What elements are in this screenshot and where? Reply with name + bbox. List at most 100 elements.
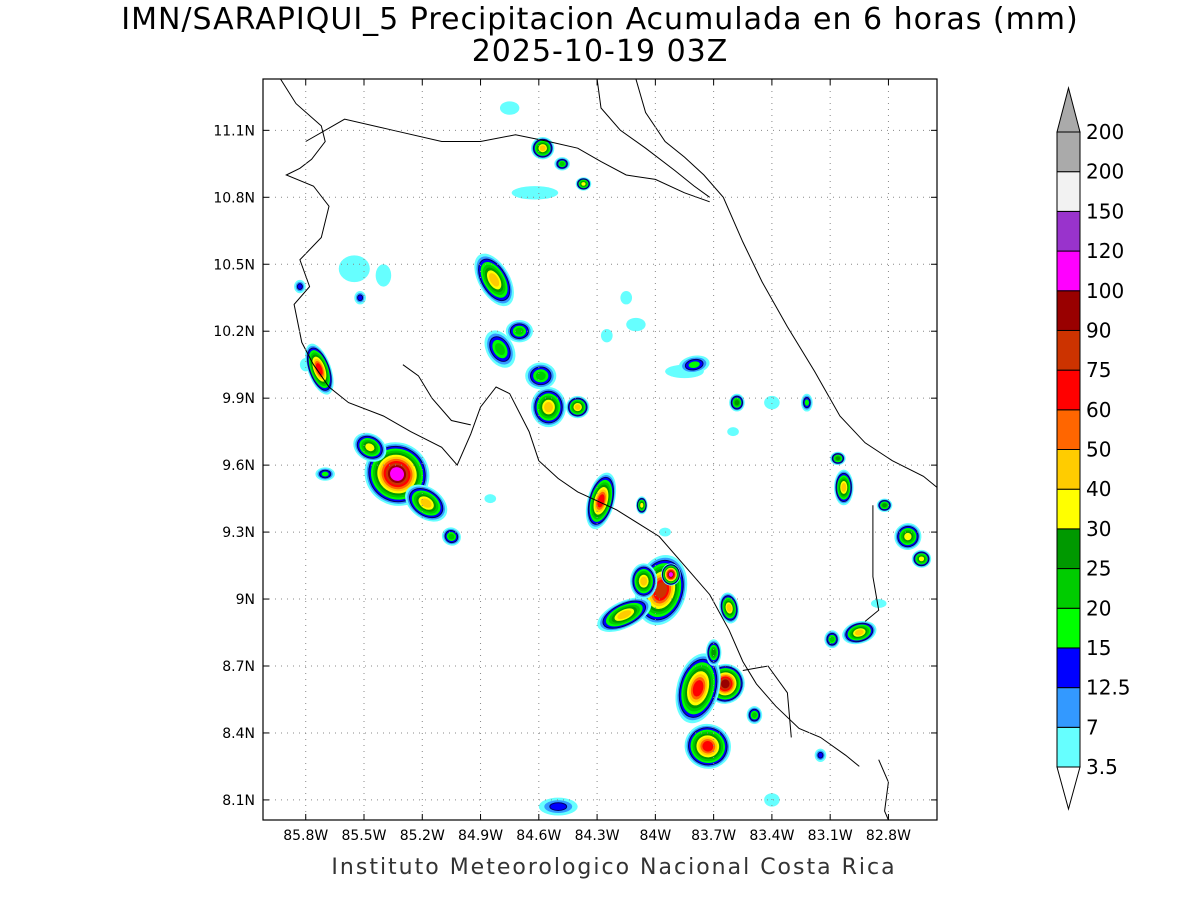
tick-label-lon: 84.9W — [458, 828, 503, 844]
precip-contour — [817, 751, 824, 759]
precip-contour — [854, 629, 864, 636]
colorbar-under-arrow — [1056, 766, 1081, 811]
precip-cell — [597, 597, 652, 632]
precip-cell — [684, 723, 731, 769]
precip-cell — [894, 523, 922, 550]
precip-cell — [531, 137, 555, 160]
precip-contour — [655, 582, 668, 599]
colorbar-label: 12.5 — [1086, 676, 1131, 700]
colorbar-segment — [1056, 568, 1081, 609]
precip-cell — [661, 563, 681, 586]
tick-label-lat: 8.4N — [222, 726, 255, 742]
colorbar-segment — [1056, 369, 1081, 411]
tick-label-lat: 10.8N — [213, 190, 255, 206]
precip-contour — [751, 712, 757, 718]
map-frame — [262, 78, 938, 821]
tick-label-lat: 9N — [236, 592, 255, 608]
precip-patch — [511, 186, 559, 200]
map-grid — [263, 79, 937, 820]
precip-contour — [734, 400, 740, 406]
precip-contour — [617, 610, 632, 620]
precip-contour — [559, 161, 565, 166]
tick-label-lon: 84.6W — [516, 828, 561, 844]
colorbar-segment — [1056, 528, 1081, 570]
precip-cell — [824, 630, 840, 649]
precip-cell — [505, 320, 533, 343]
tick-label-lon: 84W — [640, 828, 672, 844]
precip-cell — [575, 177, 592, 191]
colorbar-label: 200 — [1086, 120, 1124, 144]
precip-patch — [764, 395, 780, 410]
precip-contour — [829, 636, 835, 643]
precip-patch — [620, 291, 633, 305]
precip-cell — [474, 253, 514, 307]
precip-contour — [841, 482, 847, 493]
precip-contour — [495, 343, 505, 356]
colorbar-label: 7 — [1086, 715, 1099, 739]
precip-contour — [539, 145, 546, 152]
precip-cell — [405, 484, 448, 522]
precip-contour — [640, 576, 648, 586]
precip-contour — [692, 680, 704, 697]
colorbar-segment — [1056, 131, 1081, 173]
precip-contour — [720, 679, 730, 689]
coastline — [635, 79, 937, 488]
precip-cell — [801, 393, 813, 412]
precip-cell — [675, 653, 721, 724]
precip-contour — [804, 399, 809, 406]
tick-label-lat: 9.9N — [222, 391, 255, 407]
tick-label-lat: 11.1N — [213, 123, 255, 139]
precip-cell — [554, 157, 570, 171]
precip-cell — [305, 343, 334, 395]
coastline — [742, 665, 792, 738]
colorbar-segment — [1056, 171, 1081, 212]
precip-cell — [484, 330, 516, 368]
precip-cell — [911, 549, 932, 568]
precip-contour — [904, 532, 912, 541]
colorbar-over-arrow — [1056, 86, 1081, 133]
precip-cell — [531, 387, 567, 428]
precip-patch — [499, 101, 520, 115]
precip-contour — [711, 648, 716, 657]
colorbar-segment — [1056, 290, 1081, 331]
colorbar-label: 120 — [1086, 239, 1124, 263]
colorbar-label: 20 — [1086, 596, 1111, 620]
precip-contour — [702, 741, 714, 752]
colorbar-label: 60 — [1086, 398, 1111, 422]
precip-contour — [448, 533, 455, 540]
colorbar-segment — [1056, 210, 1081, 252]
colorbar-segment — [1056, 647, 1081, 689]
coastline — [280, 79, 860, 767]
precip-cell — [678, 355, 710, 374]
precip-cell — [538, 797, 578, 816]
precip-cell — [525, 362, 557, 390]
precip-contour — [918, 556, 925, 562]
colorbar: 3.5 7 12.5 15 20 25 30 40 50 60 75 90 100 120 150 200 20… — [1056, 86, 1131, 811]
precip-cell — [635, 496, 648, 515]
precip-contour — [882, 503, 887, 508]
map-title: IMN/SARAPIQUI_5 Precipitacion Acumulada … — [121, 2, 1079, 37]
map-subtitle-date: 2025-10-19 03Z — [471, 34, 729, 69]
precip-cell — [746, 706, 763, 725]
precip-contour — [357, 294, 364, 302]
colorbar-label: 50 — [1086, 438, 1111, 462]
colorbar-segment — [1056, 250, 1081, 292]
colorbar-label: 75 — [1086, 358, 1111, 382]
map-axes: 85.8W 85.5W 85.2W 84.9W 84.6W 84.3W 84W 83.7W 83… — [213, 79, 937, 844]
precip-contour — [574, 404, 581, 410]
precip-contour — [688, 361, 700, 369]
colorbar-label: 30 — [1086, 517, 1111, 541]
precip-contour — [296, 283, 303, 290]
colorbar-label: 100 — [1086, 279, 1124, 303]
precip-cell — [834, 469, 854, 506]
precip-cell — [729, 393, 745, 412]
precip-contour — [835, 456, 841, 461]
colorbar-segment — [1056, 687, 1081, 728]
precip-cell — [354, 291, 366, 305]
precip-contour — [315, 363, 323, 376]
precip-contour — [549, 802, 568, 811]
tick-label-lon: 85.8W — [283, 828, 328, 844]
colorbar-label: 40 — [1086, 477, 1111, 501]
colorbar-segment — [1056, 726, 1081, 768]
